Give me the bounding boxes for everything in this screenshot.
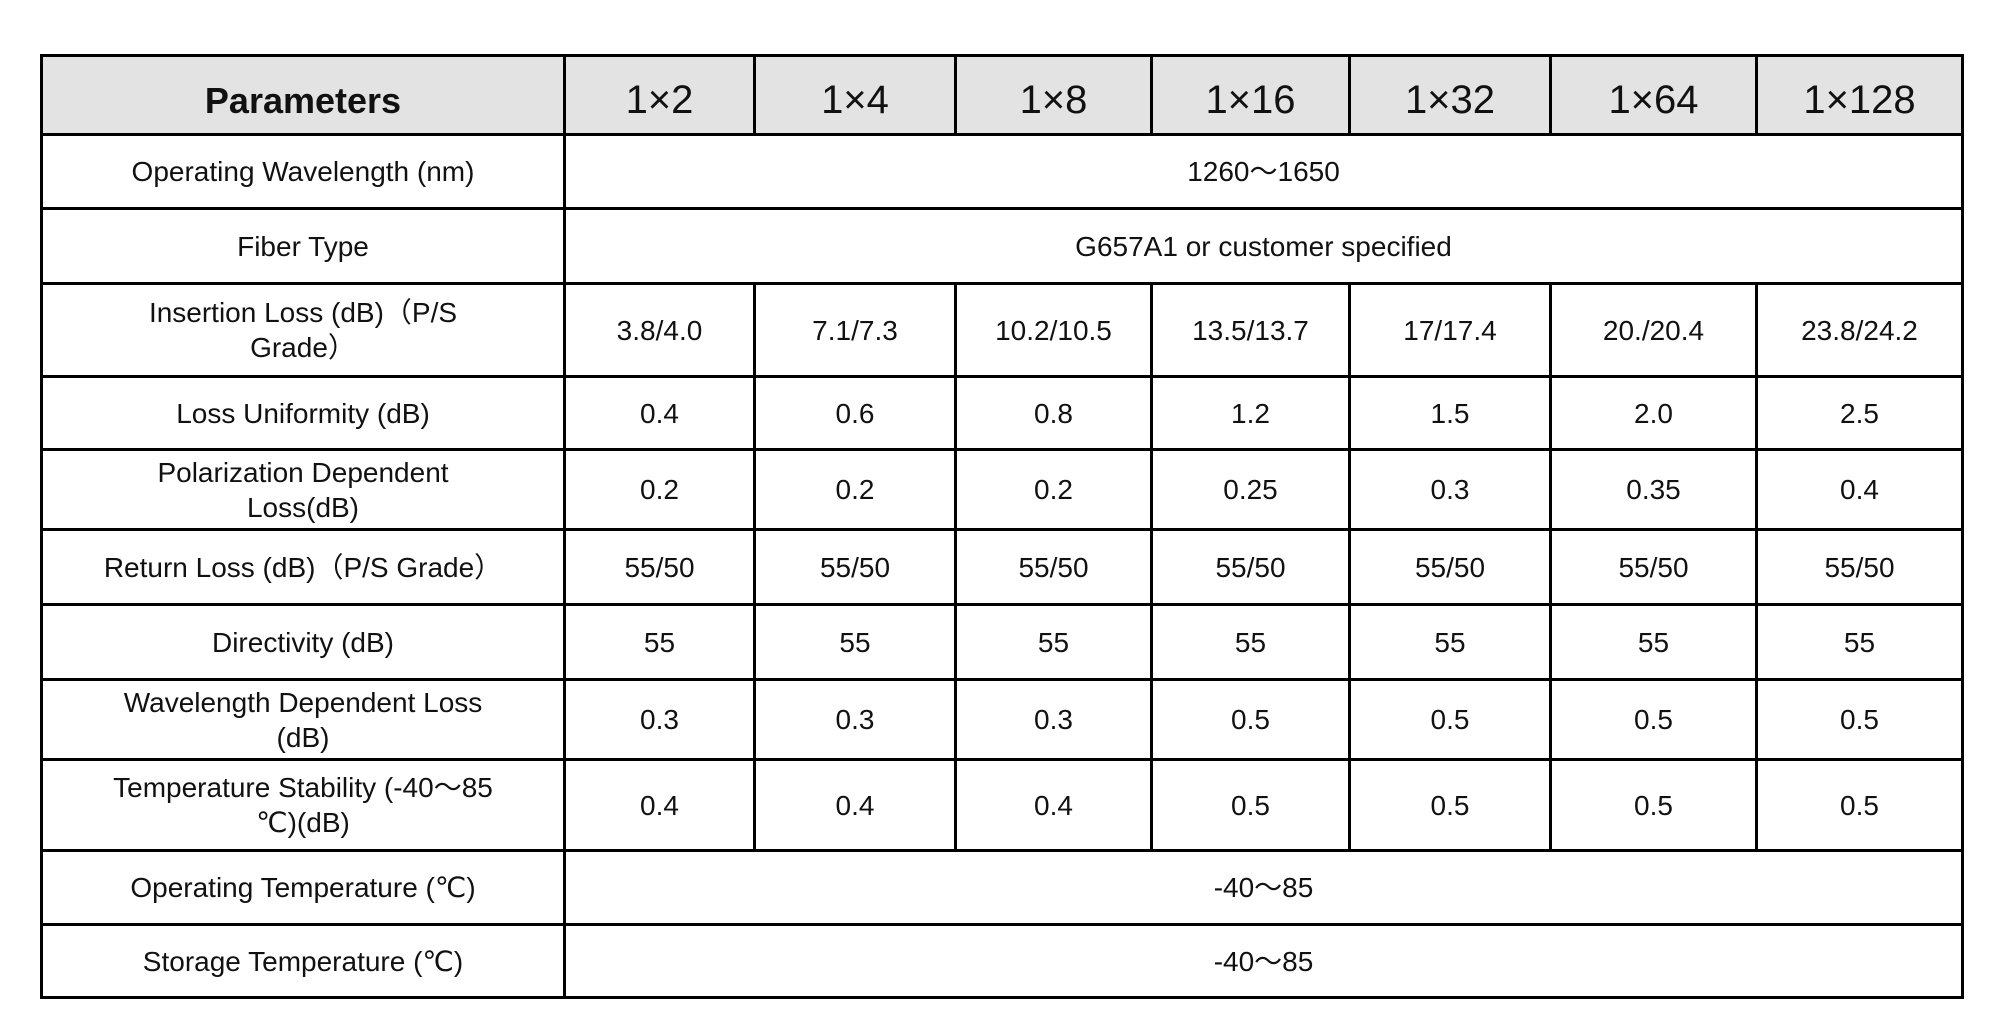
parameter-value: 55	[1549, 603, 1758, 681]
parameter-value: 0.4	[1755, 448, 1964, 531]
table-row: Loss Uniformity (dB) 0.4 0.6 0.8 1.2 1.5 2.0 2.…	[40, 375, 1964, 451]
table-header: Parameters 1×2 1×4 1×8 1×16 1×32 1×64 1×128	[40, 54, 1964, 136]
parameter-value: 0.3	[1348, 448, 1552, 531]
parameter-value: 55/50	[1348, 528, 1552, 606]
parameter-value: 55/50	[563, 528, 756, 606]
table-row: Temperature Stability (-40～85 ℃)(dB) 0.4 0…	[40, 758, 1964, 852]
parameter-value: 0.5	[1348, 758, 1552, 852]
table-row: Operating Wavelength (nm) 1260～1650	[40, 133, 1964, 210]
parameter-value: 55/50	[1755, 528, 1964, 606]
header-config: 1×32	[1348, 54, 1552, 136]
parameter-value: 0.4	[954, 758, 1153, 852]
parameter-value: 0.35	[1549, 448, 1758, 531]
header-config: 1×16	[1150, 54, 1351, 136]
parameter-value: 0.4	[563, 375, 756, 451]
header-config: 1×8	[954, 54, 1153, 136]
parameter-value: 3.8/4.0	[563, 282, 756, 378]
parameter-value: 0.8	[954, 375, 1153, 451]
parameter-value: 1260～1650	[563, 133, 1964, 210]
table-body: Operating Wavelength (nm) 1260～1650 Fiber …	[40, 133, 1964, 999]
parameter-value: 0.5	[1755, 678, 1964, 761]
parameter-value: -40～85	[563, 849, 1964, 926]
parameter-label: Wavelength Dependent Loss (dB)	[40, 678, 566, 761]
table-row: Wavelength Dependent Loss (dB) 0.3 0.3 0.3 0…	[40, 678, 1964, 761]
parameter-value: 0.5	[1549, 758, 1758, 852]
parameter-value: 55	[1348, 603, 1552, 681]
parameter-label: Return Loss (dB)（P/S Grade）	[40, 528, 566, 606]
parameter-value: 0.2	[954, 448, 1153, 531]
parameter-value: 10.2/10.5	[954, 282, 1153, 378]
spec-table: Parameters 1×2 1×4 1×8 1×16 1×32 1×64 1×128 Ope…	[40, 54, 1964, 999]
table-row: Operating Temperature (℃) -40～85	[40, 849, 1964, 926]
parameter-value: 55/50	[954, 528, 1153, 606]
parameter-label: Directivity (dB)	[40, 603, 566, 681]
parameter-label: Loss Uniformity (dB)	[40, 375, 566, 451]
parameter-value: 2.0	[1549, 375, 1758, 451]
parameter-value: 1.2	[1150, 375, 1351, 451]
parameter-value: 0.3	[753, 678, 957, 761]
parameter-value: 0.3	[563, 678, 756, 761]
table-row: Fiber Type G657A1 or customer specified	[40, 207, 1964, 285]
parameter-value: 55/50	[1150, 528, 1351, 606]
parameter-label: Fiber Type	[40, 207, 566, 285]
table-row: Storage Temperature (℃) -40～85	[40, 923, 1964, 999]
parameter-value: 17/17.4	[1348, 282, 1552, 378]
parameter-value: 55	[1755, 603, 1964, 681]
parameter-value: 1.5	[1348, 375, 1552, 451]
parameter-value: 0.4	[563, 758, 756, 852]
parameter-label: Storage Temperature (℃)	[40, 923, 566, 999]
table-row: Directivity (dB) 55 55 55 55 55 55 55	[40, 603, 1964, 681]
table-row: Polarization Dependent Loss(dB) 0.2 0.2 0.2…	[40, 448, 1964, 531]
parameter-value: 0.2	[563, 448, 756, 531]
parameter-label: Operating Temperature (℃)	[40, 849, 566, 926]
table-row: Return Loss (dB)（P/S Grade） 55/50 55/50 55/…	[40, 528, 1964, 606]
parameter-value: 0.5	[1150, 758, 1351, 852]
parameter-value: 20./20.4	[1549, 282, 1758, 378]
header-row: Parameters 1×2 1×4 1×8 1×16 1×32 1×64 1×128	[40, 54, 1964, 136]
header-parameters: Parameters	[40, 54, 566, 136]
parameter-value: G657A1 or customer specified	[563, 207, 1964, 285]
parameter-value: 0.5	[1348, 678, 1552, 761]
parameter-value: 0.2	[753, 448, 957, 531]
header-config: 1×4	[753, 54, 957, 136]
parameter-value: -40～85	[563, 923, 1964, 999]
parameter-value: 0.6	[753, 375, 957, 451]
parameter-value: 55	[563, 603, 756, 681]
parameter-value: 55	[1150, 603, 1351, 681]
parameter-value: 23.8/24.2	[1755, 282, 1964, 378]
parameter-label: Polarization Dependent Loss(dB)	[40, 448, 566, 531]
parameter-value: 0.5	[1150, 678, 1351, 761]
parameter-value: 0.4	[753, 758, 957, 852]
table-row: Insertion Loss (dB)（P/S Grade） 3.8/4.0 7.1…	[40, 282, 1964, 378]
parameter-value: 55	[753, 603, 957, 681]
parameter-label: Operating Wavelength (nm)	[40, 133, 566, 210]
header-config: 1×64	[1549, 54, 1758, 136]
parameter-value: 0.5	[1755, 758, 1964, 852]
parameter-label: Temperature Stability (-40～85 ℃)(dB)	[40, 758, 566, 852]
parameter-value: 55/50	[753, 528, 957, 606]
parameter-value: 2.5	[1755, 375, 1964, 451]
parameter-label: Insertion Loss (dB)（P/S Grade）	[40, 282, 566, 378]
parameter-value: 0.25	[1150, 448, 1351, 531]
parameter-value: 0.5	[1549, 678, 1758, 761]
parameter-value: 0.3	[954, 678, 1153, 761]
header-config: 1×128	[1755, 54, 1964, 136]
header-config: 1×2	[563, 54, 756, 136]
parameter-value: 13.5/13.7	[1150, 282, 1351, 378]
parameter-value: 7.1/7.3	[753, 282, 957, 378]
parameter-value: 55	[954, 603, 1153, 681]
parameter-value: 55/50	[1549, 528, 1758, 606]
